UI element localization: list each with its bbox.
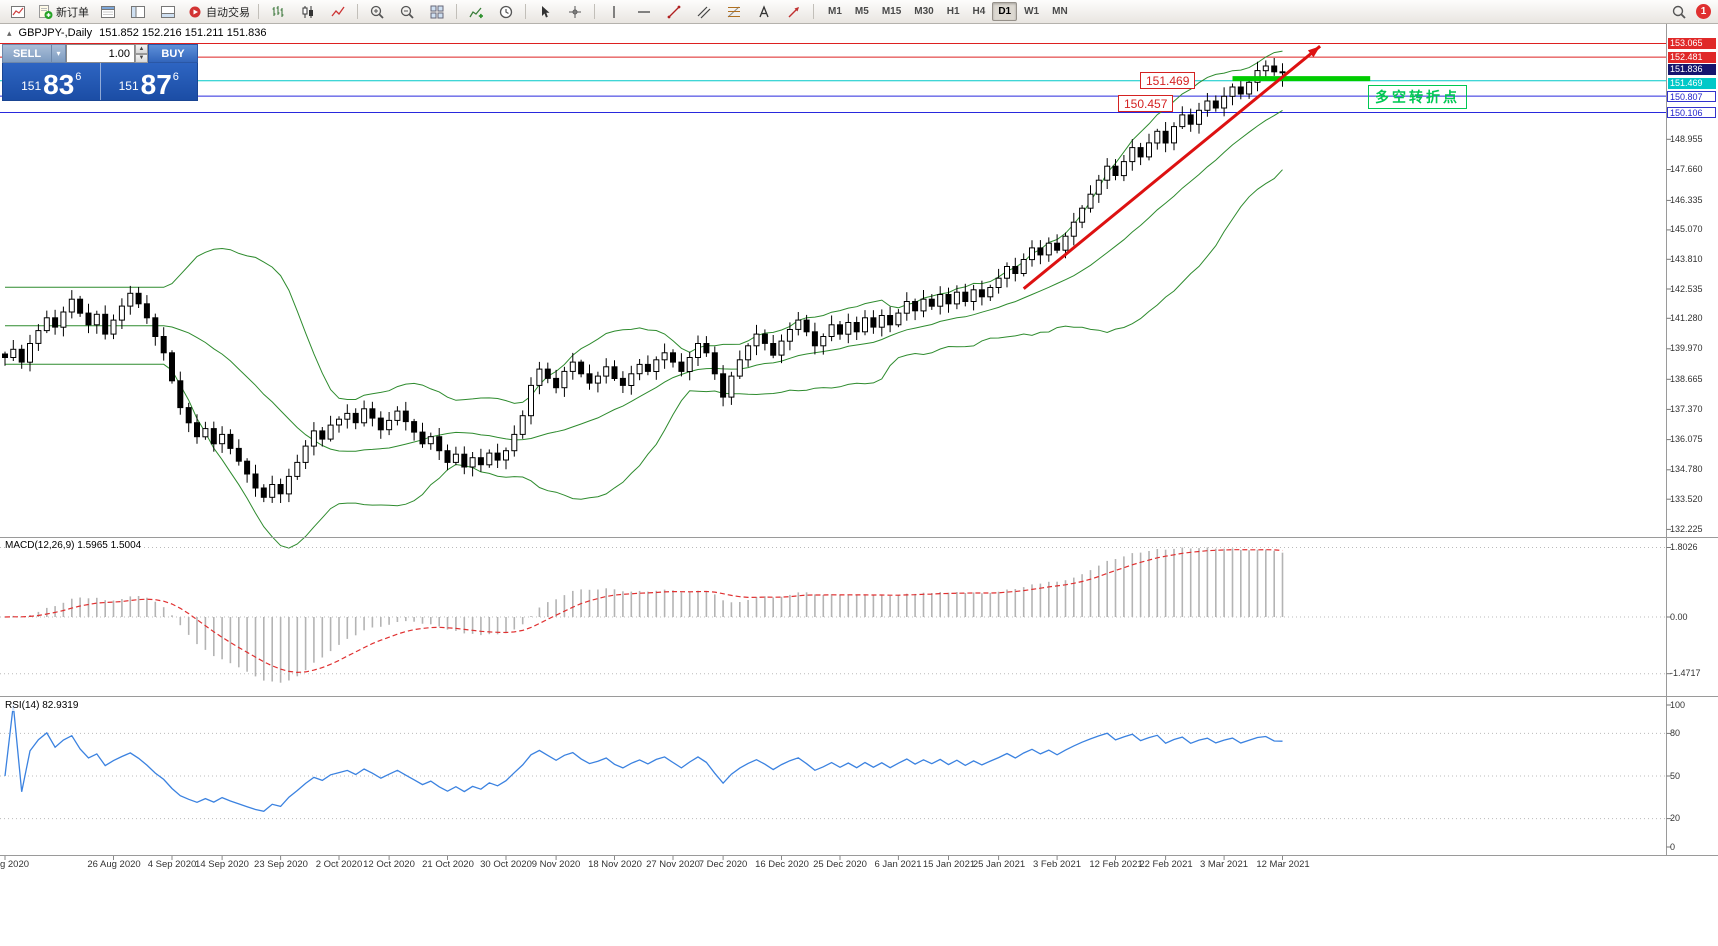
symbol-period-label: GBPJPY-,Daily [18, 27, 93, 39]
price-callout-upper[interactable]: 151.469 [1140, 71, 1196, 89]
volume-down-icon[interactable]: ▼ [135, 53, 148, 63]
buy-button[interactable]: BUY [148, 44, 198, 63]
sell-price[interactable]: 151 83 6 [3, 63, 101, 100]
search-icon [1671, 4, 1687, 20]
timeframe-h1-button[interactable]: H1 [946, 6, 960, 17]
buy-price-sup: 6 [172, 71, 179, 83]
fibonacci-icon [726, 4, 742, 20]
timeframe-m5-button[interactable]: M5 [854, 6, 869, 17]
crosshair-tool-button[interactable] [560, 1, 590, 23]
toolbar-separator [258, 4, 259, 19]
crosshair-icon [567, 4, 583, 20]
horizontal-line-tool-button[interactable] [629, 1, 659, 23]
sell-price-sup: 6 [75, 71, 82, 83]
text-tool-button[interactable] [749, 1, 779, 23]
timeframe-h4-button[interactable]: H4 [972, 6, 986, 17]
line-chart-icon [330, 4, 346, 20]
chart-collapse-icon[interactable]: ▴ [7, 28, 12, 38]
vertical-line-tool-button[interactable] [599, 1, 629, 23]
channel-tool-button[interactable] [689, 1, 719, 23]
macd-indicator-label: MACD(12,26,9) 1.5965 1.5004 [5, 540, 142, 551]
channel-icon [696, 4, 712, 20]
clock-icon [498, 4, 514, 20]
toolbar-separator [456, 4, 457, 19]
zoom-in-icon [369, 4, 385, 20]
volume-input[interactable]: 1.00 [66, 44, 135, 63]
new-order-button[interactable]: 新订单 [33, 1, 93, 23]
arrows-tool-button[interactable] [779, 1, 809, 23]
main-toolbar: 新订单 自动交易 [0, 0, 1718, 24]
zoom-in-button[interactable] [362, 1, 392, 23]
search-button[interactable] [1664, 1, 1694, 23]
tile-windows-icon [429, 4, 445, 20]
ohlc-values: 151.852 152.216 151.211 151.836 [99, 27, 267, 39]
candlestick-icon [300, 4, 316, 20]
text-label-icon [756, 4, 772, 20]
zoom-out-icon [399, 4, 415, 20]
notification-badge[interactable]: 1 [1696, 4, 1711, 19]
toolbar-separator [813, 4, 814, 19]
order-type-dropdown[interactable]: ▾ [52, 44, 66, 63]
toolbar-separator [357, 4, 358, 19]
new-order-icon [37, 4, 53, 20]
trade-panel-prices: 151 83 6 151 87 6 [2, 63, 198, 101]
cursor-tool-button[interactable] [530, 1, 560, 23]
toolbar-separator [525, 4, 526, 19]
terminal-button[interactable] [153, 1, 183, 23]
candlestick-mode-button[interactable] [293, 1, 323, 23]
auto-trading-label: 自动交易 [206, 6, 250, 19]
indicators-button[interactable] [461, 1, 491, 23]
navigator-icon [130, 4, 146, 20]
bar-chart-mode-button[interactable] [263, 1, 293, 23]
arrow-shape-icon [786, 4, 802, 20]
buy-price-big: 87 [140, 69, 172, 100]
cursor-icon [537, 4, 553, 20]
turning-point-annotation[interactable]: 多空转折点 [1368, 85, 1467, 110]
fibonacci-tool-button[interactable] [719, 1, 749, 23]
volume-up-icon[interactable]: ▲ [135, 44, 148, 54]
sell-button[interactable]: SELL [2, 44, 52, 63]
trade-panel-controls: SELL ▾ 1.00 ▲ ▼ BUY [2, 44, 198, 63]
auto-trading-button[interactable]: 自动交易 [183, 1, 254, 23]
market-watch-button[interactable] [93, 1, 123, 23]
periods-button[interactable] [491, 1, 521, 23]
line-chart-mode-button[interactable] [323, 1, 353, 23]
timeframe-mn-button[interactable]: MN [1052, 6, 1068, 17]
timeframe-m30-button[interactable]: M30 [914, 6, 934, 17]
buy-price-prefix: 151 [118, 79, 139, 93]
trendline-icon [666, 4, 682, 20]
tile-windows-button[interactable] [422, 1, 452, 23]
indicators-icon [468, 4, 484, 20]
timeframe-m1-button[interactable]: M1 [828, 6, 842, 17]
price-callout-lower[interactable]: 150.457 [1118, 95, 1174, 113]
vertical-line-icon [606, 4, 622, 20]
timeframe-group: M1 M5 M15 M30 H1 H4 D1 W1 MN [822, 2, 1074, 21]
sell-price-prefix: 151 [21, 79, 42, 93]
terminal-icon [160, 4, 176, 20]
market-watch-icon [100, 4, 116, 20]
one-click-trading-panel: SELL ▾ 1.00 ▲ ▼ BUY 151 83 6 151 87 6 [2, 44, 198, 101]
toolbar-separator [594, 4, 595, 19]
timeframe-m15-button[interactable]: M15 [881, 6, 902, 17]
sell-price-big: 83 [43, 69, 75, 100]
bar-chart-icon [270, 4, 286, 20]
volume-stepper: ▲ ▼ [135, 44, 148, 63]
trendline-tool-button[interactable] [659, 1, 689, 23]
rsi-indicator-label: RSI(14) 82.9319 [5, 700, 79, 711]
auto-trading-icon [187, 4, 203, 20]
chart-header: ▴ GBPJPY-,Daily 151.852 152.216 151.211 … [7, 27, 271, 39]
new-order-label: 新订单 [56, 6, 89, 19]
horizontal-line-icon [636, 4, 652, 20]
new-chart-button[interactable] [3, 1, 33, 23]
navigator-button[interactable] [123, 1, 153, 23]
new-chart-icon [10, 4, 26, 20]
buy-price[interactable]: 151 87 6 [101, 63, 198, 100]
timeframe-d1-button[interactable]: D1 [992, 2, 1018, 21]
zoom-out-button[interactable] [392, 1, 422, 23]
timeframe-w1-button[interactable]: W1 [1024, 6, 1040, 17]
